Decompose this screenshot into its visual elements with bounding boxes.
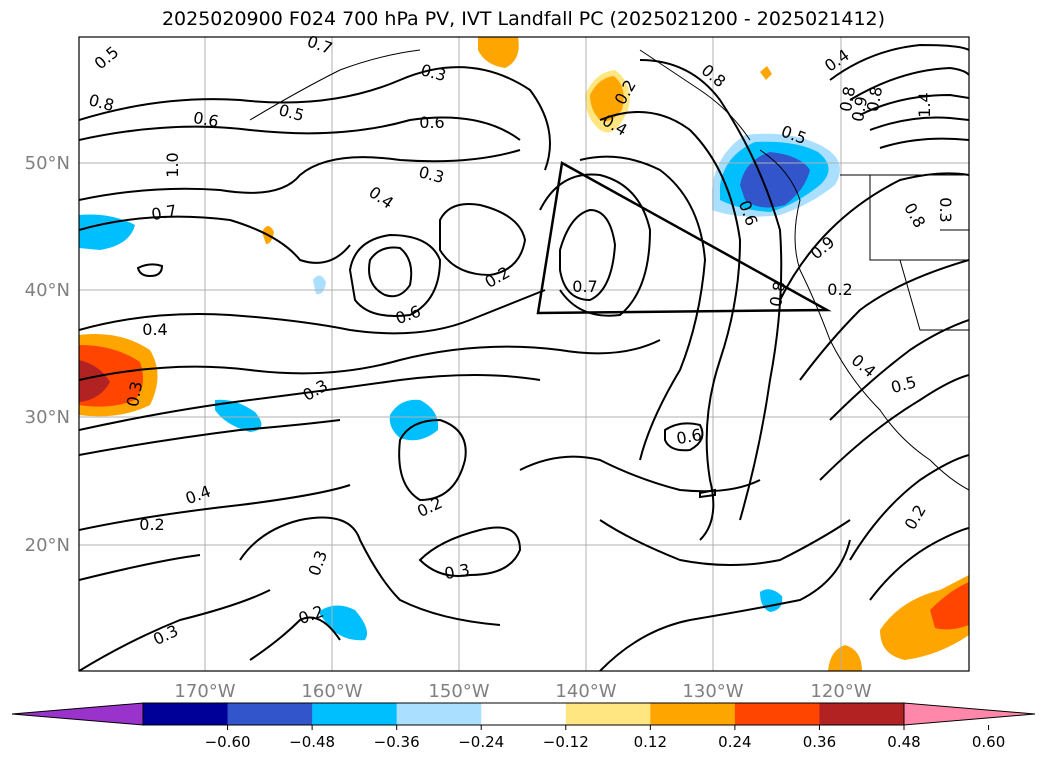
pc-shading	[79, 37, 969, 671]
contour-label: 1.0	[163, 152, 182, 177]
shade-positive-west-core	[79, 360, 110, 402]
contour-label: 0.3	[936, 197, 955, 222]
colorbar-tick-label: 0.60	[972, 733, 1005, 751]
lon-label: 140°W	[555, 681, 616, 702]
colorbar-tick-label: −0.48	[289, 733, 335, 751]
lat-label: 30°N	[25, 407, 70, 428]
colorbar-tick-label: −0.36	[374, 733, 420, 751]
contour-label: 0.9	[848, 95, 871, 123]
colorbar-tick-label: 0.36	[803, 733, 836, 751]
colorbar-segment	[227, 703, 313, 725]
colorbar-segment	[143, 703, 229, 725]
shade-positive-north1	[478, 37, 519, 68]
lat-label: 40°N	[25, 280, 70, 301]
contour-label: 0.8	[863, 85, 886, 113]
contour-label: 0.3	[123, 380, 146, 408]
colorbar: −0.60 −0.48 −0.36 −0.24 −0.12 0.12 0.24 0.36 0.4…	[11, 702, 1036, 751]
colorbar-tick-label: 0.12	[634, 733, 667, 751]
contour-label: 0.6	[419, 113, 444, 132]
colorbar-outline	[142, 702, 905, 726]
lon-label: 130°W	[682, 681, 743, 702]
colorbar-segment	[481, 703, 567, 725]
colorbar-extend-high	[903, 702, 1036, 726]
contour-label: 0.4	[142, 320, 167, 339]
shade-positive-s	[828, 645, 862, 671]
shade-negative-30n2	[389, 399, 439, 441]
colorbar-segment	[819, 703, 905, 725]
contour-label: 0.2	[827, 280, 852, 299]
contour-label: 0.2	[139, 515, 164, 534]
colorbar-tick-label: −0.60	[205, 733, 251, 751]
map-border	[78, 36, 970, 672]
lon-label: 170°W	[174, 681, 235, 702]
contour-label: 0.7	[150, 201, 178, 224]
colorbar-tick-label: −0.24	[458, 733, 504, 751]
colorbar-segment	[312, 703, 398, 725]
contour-label: 0.8	[766, 280, 789, 308]
contour-label: 0.7	[572, 277, 597, 296]
shade-positive-small2	[760, 66, 772, 80]
contour-label: 0.6	[675, 425, 703, 448]
shade-negative-west	[79, 214, 135, 250]
lat-label: 20°N	[25, 535, 70, 556]
map-panel	[79, 37, 969, 671]
lon-label: 120°W	[810, 681, 871, 702]
colorbar-tick-label: 0.24	[718, 733, 751, 751]
contour-label: 0.6	[192, 108, 220, 131]
gridlines	[79, 37, 969, 671]
lon-label: 150°W	[428, 681, 489, 702]
colorbar-segment	[565, 703, 651, 725]
shade-positive-north2-in	[590, 76, 624, 122]
colorbar-tick-label: 0.48	[887, 733, 920, 751]
lon-label: 160°W	[301, 681, 362, 702]
map-title: 2025020900 F024 700 hPa PV, IVT Landfall…	[161, 8, 886, 30]
coastlines	[249, 49, 969, 491]
colorbar-segment	[734, 703, 820, 725]
lat-label: 50°N	[25, 153, 70, 174]
colorbar-extend-low	[11, 702, 144, 726]
shade-positive-se-in	[930, 582, 969, 630]
latitude-labels: 50°N 40°N 30°N 20°N	[25, 153, 70, 556]
contour-label: 0.8	[836, 85, 859, 113]
shade-negative-south	[318, 605, 368, 641]
longitude-labels: 170°W 160°W 150°W 140°W 130°W 120°W	[174, 681, 871, 702]
colorbar-tick-label: −0.12	[543, 733, 589, 751]
pv-contours	[79, 43, 969, 671]
shade-negative-30n1	[215, 399, 262, 432]
colorbar-segment	[396, 703, 482, 725]
colorbar-segment	[650, 703, 736, 725]
contour-label: 1.4	[915, 92, 934, 117]
contour-label: 0.3	[443, 560, 471, 583]
landfall-region-polygon	[536, 161, 832, 315]
